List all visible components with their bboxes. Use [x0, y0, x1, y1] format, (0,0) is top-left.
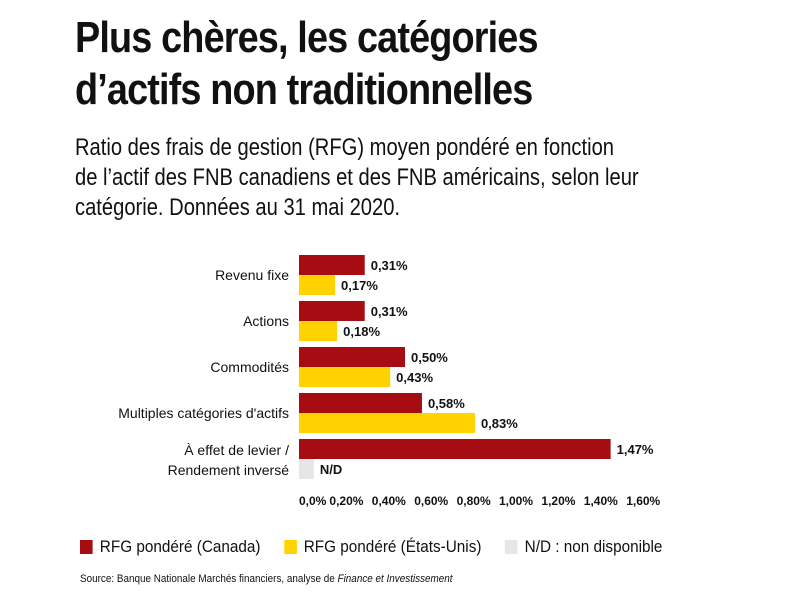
bar-canada	[299, 347, 405, 367]
x-tick-label: 0,40%	[372, 494, 406, 508]
legend: RFG pondéré (Canada) RFG pondéré (États-…	[80, 536, 686, 558]
data-label: 0,31%	[371, 304, 408, 319]
x-tick-label: 1,40%	[584, 494, 618, 508]
category-label: Revenu fixe	[215, 267, 289, 283]
data-label: 1,47%	[617, 442, 654, 457]
data-label: 0,58%	[428, 396, 465, 411]
category-label: Multiples catégories d'actifs	[118, 405, 289, 421]
legend-swatch-canada	[80, 540, 93, 554]
data-label: 0,50%	[411, 350, 448, 365]
bar-canada	[299, 393, 422, 413]
data-label: 0,17%	[341, 278, 378, 293]
category-label: Actions	[243, 313, 289, 329]
category-label: Commodités	[210, 359, 289, 375]
x-tick-label: 0,0%	[299, 494, 327, 508]
x-tick-label: 1,20%	[541, 494, 575, 508]
subtitle-line-3: catégorie. Données au 31 mai 2020.	[75, 194, 401, 221]
x-tick-label: 0,80%	[457, 494, 491, 508]
bar-canada	[299, 301, 365, 321]
x-tick-label: 0,20%	[329, 494, 363, 508]
data-label: N/D	[320, 462, 342, 477]
bar-canada	[299, 439, 611, 459]
bar-usa	[299, 321, 338, 341]
bar-usa	[299, 275, 336, 295]
chart-subtitle: Ratio des frais de gestion (RFG) moyen p…	[75, 133, 713, 223]
legend-swatch-usa	[283, 540, 297, 554]
x-tick-label: 0,60%	[414, 494, 448, 508]
bar-canada	[299, 255, 365, 275]
bar-usa	[299, 413, 475, 433]
data-label: 0,31%	[371, 258, 408, 273]
bar-usa	[299, 367, 391, 387]
legend-label-usa: RFG pondéré (États-Unis)	[303, 537, 482, 556]
subtitle-line-1: Ratio des frais de gestion (RFG) moyen p…	[75, 134, 615, 161]
legend-label-canada: RFG pondéré (Canada)	[99, 537, 261, 556]
data-label: 0,18%	[343, 324, 380, 339]
legend-item-usa: RFG pondéré (États-Unis)	[283, 537, 482, 557]
bar-na	[299, 459, 314, 479]
legend-item-canada: RFG pondéré (Canada)	[80, 537, 261, 557]
subtitle-line-2: de l’actif des FNB canadiens et des FNB …	[75, 164, 639, 191]
source-prefix: Source: Banque Nationale Marchés financi…	[80, 573, 338, 585]
bar-chart: Revenu fixe 0,31% 0,17% Actions 0,31% 0,18% Co…	[118, 255, 661, 508]
x-tick-label: 1,00%	[499, 494, 533, 508]
source-publication: Finance et Investissement	[337, 573, 453, 585]
title-line-2: d’actifs non traditionnelles	[75, 65, 533, 114]
category-label: À effet de levier / Rendement inversé	[168, 442, 290, 478]
legend-label-na: N/D : non disponible	[524, 537, 663, 556]
source-note: Source: Banque Nationale Marchés financi…	[80, 573, 453, 585]
legend-item-na: N/D : non disponible	[504, 537, 663, 557]
title-line-1: Plus chères, les catégories	[75, 13, 539, 62]
chart-title: Plus chères, les catégories d’actifs non…	[75, 12, 677, 116]
data-label: 0,83%	[481, 416, 518, 431]
legend-swatch-na	[504, 540, 518, 554]
x-tick-label: 1,60%	[626, 494, 660, 508]
data-label: 0,43%	[396, 370, 433, 385]
